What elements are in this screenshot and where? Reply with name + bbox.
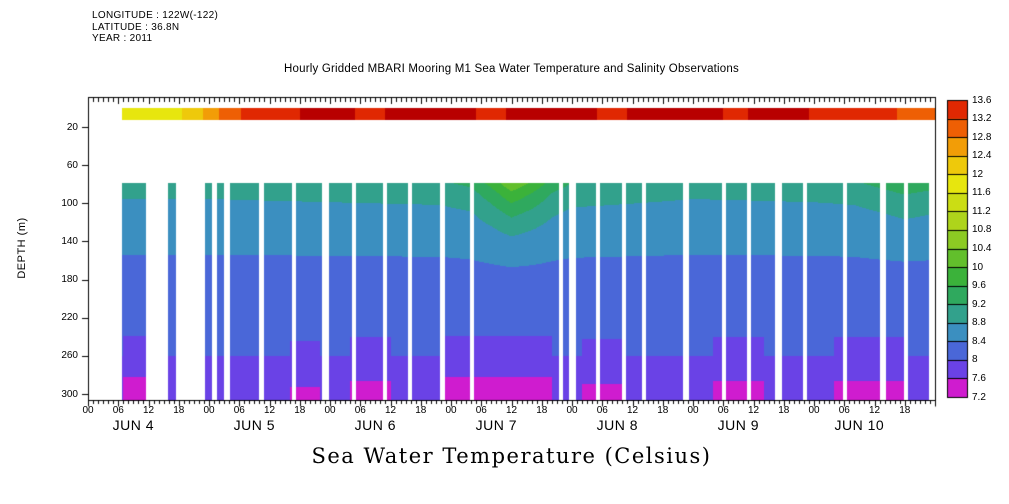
colorbar-tick-label: 8.8 [972, 317, 986, 329]
day-label: JUN 8 [596, 417, 639, 433]
depth-tick-label: 180 [61, 274, 78, 286]
longitude-label: LONGITUDE : 122W(-122) [92, 10, 219, 21]
year-label: YEAR : 2011 [92, 33, 153, 44]
colorbar-tick-label: 11.6 [972, 187, 991, 199]
hour-tick-label: 12 [142, 405, 155, 416]
day-label: JUN 9 [717, 417, 760, 433]
hour-tick-label: 12 [263, 405, 276, 416]
hour-tick-label: 00 [687, 405, 699, 416]
colorbar-tick-label: 10.8 [972, 224, 992, 236]
hour-tick-label: 06 [112, 405, 124, 416]
hour-tick-label: 06 [717, 405, 729, 416]
hour-tick-label: 18 [294, 405, 306, 416]
hour-tick-label: 00 [203, 405, 215, 416]
depth-tick-label: 20 [66, 121, 78, 133]
depth-tick-label: 300 [61, 388, 78, 400]
hour-tick-label: 06 [475, 405, 487, 416]
day-label: JUN 6 [354, 417, 397, 433]
latitude-label: LATITUDE : 36.8N [92, 21, 180, 33]
hour-tick-label: 18 [415, 405, 427, 416]
depth-tick-label: 100 [61, 197, 78, 209]
hour-tick-label: 18 [173, 405, 185, 416]
colorbar-tick-label: 7.6 [972, 372, 986, 384]
hour-tick-label: 06 [838, 405, 850, 416]
colorbar-tick-label: 8 [972, 354, 978, 366]
colorbar-tick-label: 12 [972, 168, 984, 180]
colorbar-tick-label: 12.4 [972, 150, 992, 162]
hour-tick-label: 00 [82, 405, 94, 416]
x-axis-title: Sea Water Temperature (Celsius) [311, 444, 712, 468]
hour-tick-label: 12 [505, 405, 518, 416]
colorbar-tick-label: 11.2 [972, 205, 991, 217]
y-axis-label: DEPTH (m) [16, 217, 28, 279]
hour-tick-label: 18 [536, 405, 548, 416]
day-label: JUN 7 [475, 417, 518, 433]
depth-tick-label: 220 [61, 312, 78, 324]
colorbar-tick-label: 13.6 [972, 94, 992, 106]
hour-tick-label: 00 [324, 405, 336, 416]
hour-tick-label: 06 [233, 405, 245, 416]
colorbar-tick-label: 9.6 [972, 280, 986, 292]
colorbar-tick-label: 13.2 [972, 113, 992, 125]
metadata-block: LONGITUDE : 122W(-122) LATITUDE : 36.8N … [92, 10, 218, 45]
colorbar-tick-label: 7.2 [972, 391, 986, 403]
day-label: JUN 5 [233, 417, 276, 433]
colorbar-tick-label: 10 [972, 261, 984, 273]
chart-title: Hourly Gridded MBARI Mooring M1 Sea Wate… [284, 63, 739, 75]
hour-tick-label: 06 [596, 405, 608, 416]
hour-tick-label: 18 [657, 405, 669, 416]
colorbar-tick-label: 8.4 [972, 335, 986, 347]
hour-tick-label: 12 [626, 405, 639, 416]
hour-tick-label: 18 [778, 405, 790, 416]
hour-tick-label: 12 [384, 405, 397, 416]
colorbar-tick-label: 10.4 [972, 243, 992, 254]
depth-tick-label: 140 [61, 235, 78, 247]
depth-tick-label: 60 [66, 159, 78, 171]
depth-tick-label: 260 [61, 350, 78, 362]
hour-tick-label: 00 [445, 405, 457, 416]
hour-tick-label: 12 [747, 405, 760, 416]
hour-tick-label: 18 [899, 405, 911, 416]
hour-tick-label: 12 [868, 405, 881, 416]
colorbar-tick-label: 9.2 [972, 298, 986, 310]
day-label: JUN 10 [834, 417, 885, 433]
hour-tick-label: 00 [566, 405, 578, 416]
hour-tick-label: 06 [354, 405, 366, 416]
hour-tick-label: 00 [808, 405, 820, 416]
day-label: JUN 4 [112, 417, 155, 433]
colorbar-tick-label: 12.8 [972, 131, 992, 143]
